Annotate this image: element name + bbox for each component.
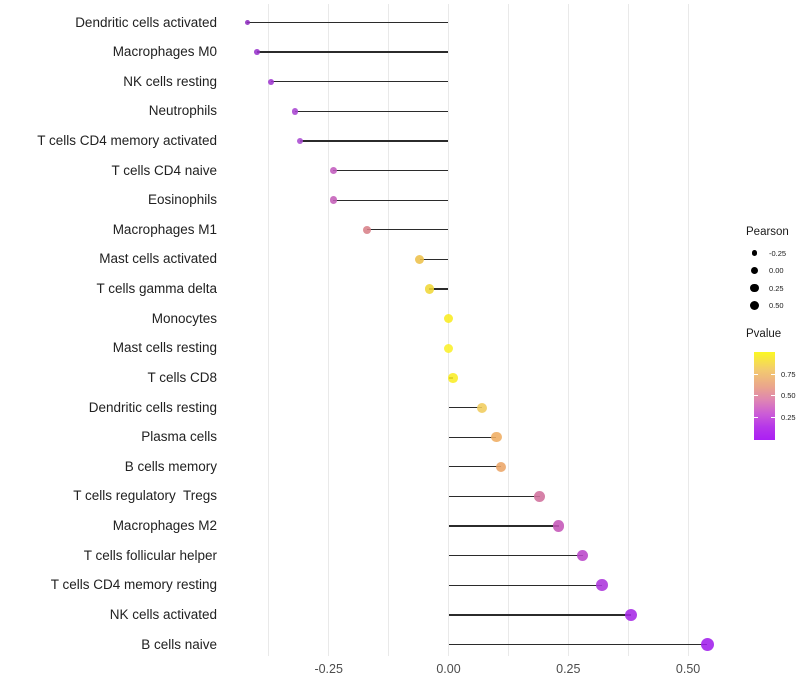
data-point <box>553 520 565 532</box>
category-label: Macrophages M1 <box>112 221 217 237</box>
category-label: Plasma cells <box>141 429 217 445</box>
pvalue-tick-mark <box>771 373 775 375</box>
category-label: T cells CD8 <box>147 369 217 385</box>
data-point <box>595 579 608 592</box>
pvalue-tick-mark <box>754 395 758 397</box>
gridline <box>687 4 689 656</box>
x-tick-label: 0.00 <box>436 662 461 676</box>
pvalue-tick-label: 0.25 <box>781 412 796 422</box>
pvalue-tick-mark <box>771 416 775 418</box>
lollipop-stem <box>295 110 449 112</box>
lollipop-stem <box>448 525 559 527</box>
data-point <box>291 108 299 115</box>
legend-pvalue-title: Pvalue <box>746 328 782 340</box>
legend-size-label: 0.25 <box>769 283 784 293</box>
pvalue-tick-mark <box>771 395 775 397</box>
data-point <box>624 608 637 621</box>
category-label: Dendritic cells activated <box>75 14 217 30</box>
lollipop-stem <box>448 555 583 557</box>
lollipop-stem <box>271 81 449 83</box>
data-point <box>443 343 454 354</box>
pvalue-tick-mark <box>754 373 758 375</box>
data-point <box>268 78 275 85</box>
category-label: T cells gamma delta <box>96 281 217 297</box>
legend-pearson-title: Pearson <box>746 226 789 238</box>
category-label: T cells CD4 memory activated <box>37 132 217 148</box>
category-label: B cells naive <box>141 636 217 652</box>
gridline <box>388 4 390 656</box>
category-label: NK cells resting <box>123 73 217 89</box>
data-point <box>443 313 454 324</box>
legend-size-dot <box>751 250 758 256</box>
legend-size-label: -0.25 <box>769 248 787 258</box>
data-point <box>576 549 589 562</box>
gridline <box>448 4 449 656</box>
category-label: Dendritic cells resting <box>88 399 217 415</box>
pvalue-tick-mark <box>754 416 758 418</box>
x-tick-label: -0.25 <box>314 662 343 676</box>
data-point <box>491 432 502 443</box>
pvalue-tick-label: 0.50 <box>781 391 796 401</box>
data-point <box>448 373 459 383</box>
category-label: Macrophages M0 <box>112 44 217 60</box>
legend-size-dot <box>750 283 759 293</box>
category-label: Neutrophils <box>148 103 217 119</box>
lollipop-stem <box>448 495 540 498</box>
lollipop-stem <box>299 140 449 142</box>
lollipop-stem <box>448 436 497 438</box>
category-label: Eosinophils <box>147 192 217 208</box>
data-point <box>534 490 545 502</box>
data-point <box>253 49 260 55</box>
lollipop-stem <box>448 406 483 409</box>
category-label: Macrophages M2 <box>112 518 217 534</box>
lollipop-stem <box>419 258 449 261</box>
x-tick-label: 0.50 <box>675 662 701 676</box>
data-point <box>477 402 488 413</box>
category-label: T cells CD4 naive <box>111 162 217 178</box>
data-point <box>329 196 338 204</box>
legend-size-label: 0.50 <box>769 301 784 310</box>
lollipop-stem <box>448 614 631 616</box>
category-label: T cells CD4 memory resting <box>50 577 217 593</box>
gridline <box>567 4 569 656</box>
legend-size-dot <box>749 300 760 311</box>
x-tick-label: 0.25 <box>556 662 581 676</box>
pvalue-tick-label: 0.75 <box>781 369 796 379</box>
category-label: T cells regulatory Tregs <box>73 488 217 504</box>
gridline <box>627 4 629 656</box>
gridline <box>268 4 270 656</box>
lollipop-stem <box>247 21 449 24</box>
legend-size-label: 0.00 <box>769 266 784 275</box>
lollipop-stem <box>367 229 449 231</box>
gridline <box>507 4 509 656</box>
lollipop-stem <box>333 169 449 172</box>
legend-size-dot <box>750 266 759 275</box>
data-point <box>296 137 304 145</box>
pvalue-gradient-bar <box>754 352 775 440</box>
data-point <box>496 461 507 472</box>
data-point <box>329 166 338 175</box>
lollipop-stem <box>448 466 502 468</box>
lollipop-stem <box>256 51 449 53</box>
category-label: Mast cells activated <box>99 251 217 267</box>
gridline <box>328 4 330 656</box>
lollipop-stem <box>429 288 449 290</box>
data-point <box>362 225 372 234</box>
lollipop-stem <box>448 584 602 586</box>
lollipop-stem <box>448 643 708 646</box>
lollipop-stem <box>333 199 449 201</box>
category-label: B cells memory <box>124 458 217 474</box>
category-label: Mast cells resting <box>112 340 217 356</box>
data-point <box>700 638 714 652</box>
category-label: T cells follicular helper <box>83 547 217 563</box>
data-point <box>244 19 250 26</box>
category-label: Monocytes <box>151 310 217 326</box>
category-label: NK cells activated <box>109 606 217 622</box>
data-point <box>424 284 434 294</box>
data-point <box>415 254 425 264</box>
